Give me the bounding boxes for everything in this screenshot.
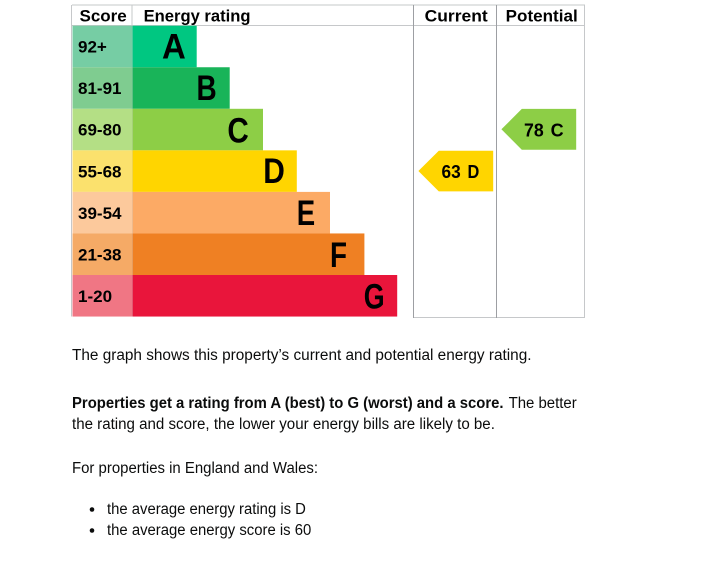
svg-text:C: C xyxy=(551,120,564,140)
svg-text:The better: The better xyxy=(509,395,577,412)
svg-text:Score: Score xyxy=(80,7,127,26)
svg-text:A: A xyxy=(162,27,186,66)
svg-text:21-38: 21-38 xyxy=(78,245,121,264)
svg-text:F: F xyxy=(330,236,347,275)
svg-text:the average energy rating is D: the average energy rating is D xyxy=(107,501,306,518)
svg-text:D: D xyxy=(468,162,480,182)
svg-text:Current: Current xyxy=(425,7,488,26)
svg-text:C: C xyxy=(227,112,248,151)
svg-text:92+: 92+ xyxy=(78,38,107,57)
svg-text:Properties get a rating from A: Properties get a rating from A (best) to… xyxy=(72,395,504,412)
svg-text:55-68: 55-68 xyxy=(78,162,121,181)
svg-text:39-54: 39-54 xyxy=(78,204,122,223)
svg-text:78: 78 xyxy=(524,120,544,140)
svg-text:G: G xyxy=(364,278,385,317)
svg-text:69-80: 69-80 xyxy=(78,121,121,140)
svg-text:D: D xyxy=(263,152,285,191)
svg-text:Potential: Potential xyxy=(506,7,578,26)
svg-text:E: E xyxy=(297,194,315,233)
svg-text:the rating and score, the lowe: the rating and score, the lower your ene… xyxy=(72,416,495,433)
svg-text:B: B xyxy=(197,69,217,108)
svg-text:Energy rating: Energy rating xyxy=(144,7,251,26)
svg-text:1-20: 1-20 xyxy=(78,287,112,306)
svg-text:the average energy score is 60: the average energy score is 60 xyxy=(107,522,312,539)
svg-text:81-91: 81-91 xyxy=(78,79,121,98)
svg-text:The graph shows this property’: The graph shows this property’s current … xyxy=(72,347,532,364)
svg-text:63: 63 xyxy=(442,162,461,182)
svg-text:For properties in England and: For properties in England and Wales: xyxy=(72,460,318,477)
